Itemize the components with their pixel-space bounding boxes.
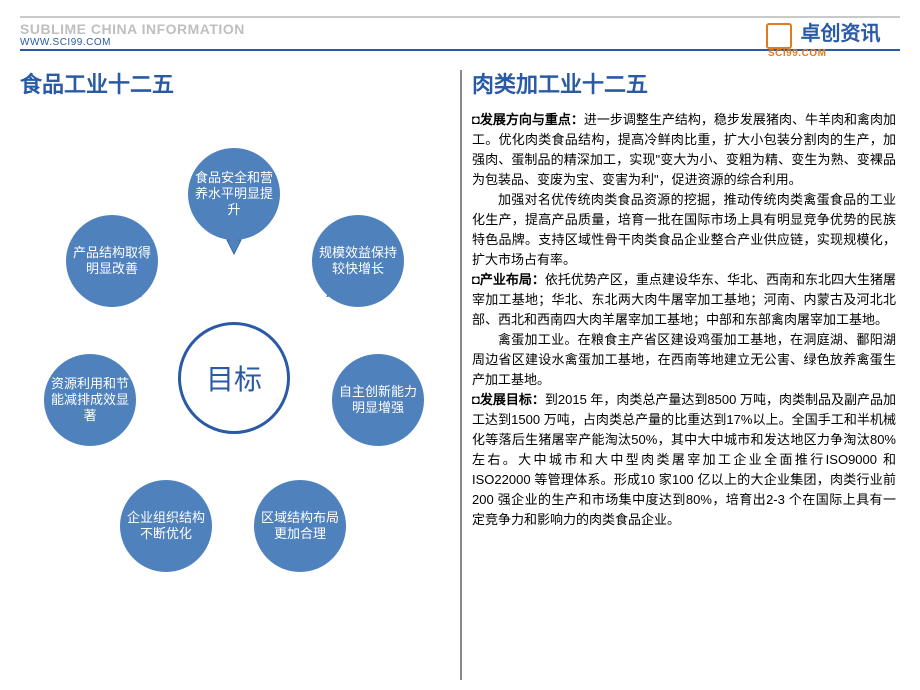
logo-box-icon [766,23,792,49]
slide: SUBLIME CHINA INFORMATION WWW.SCI99.COM … [0,0,920,690]
bullet-icon: ◘ [472,392,480,407]
outer-node-1: 规模效益保持较快增长 [312,215,404,307]
brand-url: WWW.SCI99.COM [20,37,111,48]
section-label: 发展方向与重点： [480,112,584,127]
outer-node-2: 自主创新能力明显增强 [332,354,424,446]
header-top-line [20,16,900,18]
outer-node-3: 区域结构布局更加合理 [254,480,346,572]
right-title: 肉类加工业十二五 [472,70,898,100]
section-label: 发展目标： [480,392,545,407]
paragraph-0: ◘发展方向与重点：进一步调整生产结构，稳步发展猪肉、牛羊肉和禽肉加工。优化肉类食… [472,110,896,190]
right-column: 肉类加工业十二五 ◘发展方向与重点：进一步调整生产结构，稳步发展猪肉、牛羊肉和禽… [460,70,900,680]
bullet-icon: ◘ [472,112,480,127]
brand-text: SUBLIME CHINA INFORMATION [20,21,245,37]
right-body: ◘发展方向与重点：进一步调整生产结构，稳步发展猪肉、牛羊肉和禽肉加工。优化肉类食… [468,110,898,530]
paragraph-4: ◘发展目标：到2015 年，肉类总产量达到8500 万吨，肉类制品及副产品加工达… [472,390,896,530]
logo: 卓创资讯 SCI99.COM [766,23,896,65]
paragraph-3: 禽蛋加工业。在粮食主产省区建设鸡蛋加工基地，在洞庭湖、鄱阳湖周边省区建设水禽蛋加… [472,330,896,390]
center-node: 目标 [178,322,290,434]
outer-node-6: 产品结构取得明显改善 [66,215,158,307]
content: 食品工业十二五 [20,70,900,680]
left-column: 食品工业十二五 [20,70,460,680]
bullet-icon: ◘ [472,272,480,287]
section-label: 产业布局： [480,272,545,287]
logo-chinese: 卓创资讯 [800,23,880,45]
radial-diagram: 目标 食品安全和营养水平明显提升规模效益保持较快增长自主创新能力明显增强区域结构… [20,110,460,680]
paragraph-1: 加强对名优传统肉类食品资源的挖掘，推动传统肉类禽蛋食品的工业化生产，提高产品质量… [472,190,896,270]
outer-node-5: 资源利用和节能减排成效显著 [44,354,136,446]
header: SUBLIME CHINA INFORMATION WWW.SCI99.COM … [0,12,920,64]
logo-english: SCI99.COM [768,48,896,59]
outer-node-0: 食品安全和营养水平明显提升 [188,148,280,240]
paragraph-2: ◘产业布局：依托优势产区，重点建设华东、华北、西南和东北四大生猪屠宰加工基地；华… [472,270,896,330]
section-text: 到2015 年，肉类总产量达到8500 万吨，肉类制品及副产品加工达到1500 … [472,392,896,527]
outer-node-4: 企业组织结构不断优化 [120,480,212,572]
left-title: 食品工业十二五 [20,70,460,100]
